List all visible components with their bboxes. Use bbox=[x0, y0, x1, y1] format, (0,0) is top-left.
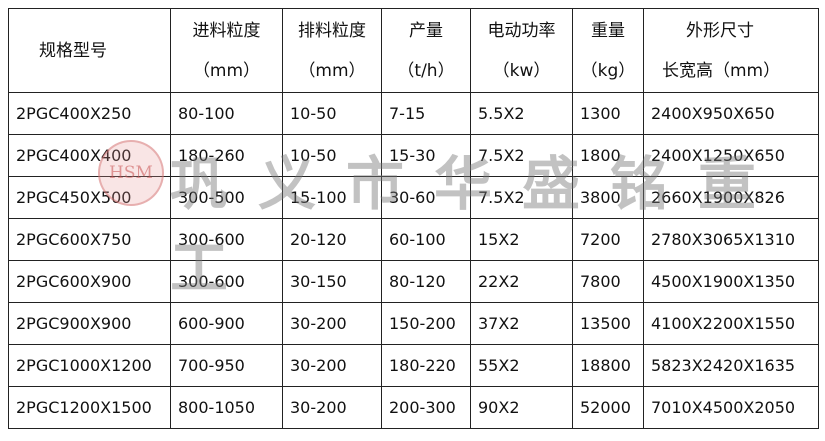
column-header: 重量 （kg） bbox=[572, 8, 644, 93]
table-cell: 2PGC400X400 bbox=[8, 134, 171, 177]
table-cell: 80-120 bbox=[381, 260, 471, 303]
column-header: 电动功率 （kw） bbox=[470, 8, 573, 93]
table-cell: 2400X1250X650 bbox=[643, 134, 819, 177]
column-header: 进料粒度 （mm） bbox=[170, 8, 283, 93]
table-cell: 7.5X2 bbox=[470, 134, 573, 177]
table-cell: 18800 bbox=[572, 344, 644, 387]
table-cell: 15-100 bbox=[282, 176, 382, 219]
table-cell: 37X2 bbox=[470, 302, 573, 345]
table-cell: 22X2 bbox=[470, 260, 573, 303]
table-cell: 4500X1900X1350 bbox=[643, 260, 819, 303]
table-cell: 30-200 bbox=[282, 344, 382, 387]
table-cell: 60-100 bbox=[381, 218, 471, 261]
header-line2: （kg） bbox=[580, 60, 636, 81]
table-cell: 30-200 bbox=[282, 302, 382, 345]
table-cell: 30-200 bbox=[282, 386, 382, 429]
table-cell: 300-600 bbox=[170, 260, 283, 303]
table-row: 2PGC1200X1500 800-1050 30-200 200-300 90X2 52… bbox=[8, 386, 819, 429]
header-line1: 排料粒度 bbox=[298, 20, 366, 41]
table-cell: 2PGC450X500 bbox=[8, 176, 171, 219]
table-cell: 2PGC900X900 bbox=[8, 302, 171, 345]
table-cell: 150-200 bbox=[381, 302, 471, 345]
table-cell: 5823X2420X1635 bbox=[643, 344, 819, 387]
table-cell: 2PGC1000X1200 bbox=[8, 344, 171, 387]
column-header: 产量 （t/h） bbox=[381, 8, 471, 93]
table-row: 2PGC450X500 300-500 15-100 30-60 7.5X2 3800 26… bbox=[8, 176, 819, 219]
column-header: 排料粒度 （mm） bbox=[282, 8, 382, 93]
table-cell: 2400X950X650 bbox=[643, 92, 819, 135]
table-cell: 7.5X2 bbox=[470, 176, 573, 219]
table-cell: 30-150 bbox=[282, 260, 382, 303]
table-cell: 7010X4500X2050 bbox=[643, 386, 819, 429]
table-cell: 2780X3065X1310 bbox=[643, 218, 819, 261]
table-cell: 13500 bbox=[572, 302, 644, 345]
table-cell: 1300 bbox=[572, 92, 644, 135]
header-line2: （mm） bbox=[298, 60, 366, 81]
table-cell: 52000 bbox=[572, 386, 644, 429]
table-cell: 2660X1900X826 bbox=[643, 176, 819, 219]
header-line2: （kw） bbox=[492, 60, 551, 81]
header-label: 规格型号 bbox=[39, 40, 107, 61]
spec-table: 规格型号 进料粒度 （mm） 排料粒度 （mm） 产量 （t/h） 电动功率 （kw） 重量 （kg… bbox=[8, 8, 819, 429]
table-cell: 20-120 bbox=[282, 218, 382, 261]
table-cell: 300-500 bbox=[170, 176, 283, 219]
table-cell: 1800 bbox=[572, 134, 644, 177]
table-cell: 15-30 bbox=[381, 134, 471, 177]
table-cell: 55X2 bbox=[470, 344, 573, 387]
table-cell: 80-100 bbox=[170, 92, 283, 135]
column-header: 规格型号 bbox=[8, 8, 171, 93]
table-row: 2PGC600X900 300-600 30-150 80-120 22X2 7800 45… bbox=[8, 260, 819, 303]
header-line1: 重量 bbox=[591, 20, 625, 41]
table-cell: 180-260 bbox=[170, 134, 283, 177]
header-line2: （mm） bbox=[192, 60, 261, 81]
table-cell: 5.5X2 bbox=[470, 92, 573, 135]
table-cell: 15X2 bbox=[470, 218, 573, 261]
table-cell: 800-1050 bbox=[170, 386, 283, 429]
table-cell: 2PGC400X250 bbox=[8, 92, 171, 135]
table-row: 2PGC400X250 80-100 10-50 7-15 5.5X2 1300 2400X… bbox=[8, 92, 819, 135]
table-cell: 2PGC600X900 bbox=[8, 260, 171, 303]
table-cell: 10-50 bbox=[282, 92, 382, 135]
table-cell: 2PGC1200X1500 bbox=[8, 386, 171, 429]
header-line1: 进料粒度 bbox=[192, 20, 261, 41]
table-cell: 7-15 bbox=[381, 92, 471, 135]
table-cell: 700-950 bbox=[170, 344, 283, 387]
table-cell: 300-600 bbox=[170, 218, 283, 261]
table-cell: 600-900 bbox=[170, 302, 283, 345]
column-header: 外形尺寸长宽高（mm） bbox=[643, 8, 819, 93]
table-cell: 3800 bbox=[572, 176, 644, 219]
table-cell: 30-60 bbox=[381, 176, 471, 219]
table-row: 2PGC600X750 300-600 20-120 60-100 15X2 7200 27… bbox=[8, 218, 819, 261]
header-line1: 电动功率 bbox=[487, 20, 556, 41]
header-line2: （t/h） bbox=[397, 60, 455, 81]
table-row: 2PGC900X900 600-900 30-200 150-200 37X2 13500… bbox=[8, 302, 819, 345]
table-cell: 7200 bbox=[572, 218, 644, 261]
table-cell: 4100X2200X1550 bbox=[643, 302, 819, 345]
header-line2: 长宽高（mm） bbox=[662, 60, 781, 81]
table-cell: 10-50 bbox=[282, 134, 382, 177]
header-row: 规格型号 进料粒度 （mm） 排料粒度 （mm） 产量 （t/h） 电动功率 （kw） 重量 （kg… bbox=[8, 8, 819, 93]
table-cell: 2PGC600X750 bbox=[8, 218, 171, 261]
table-cell: 200-300 bbox=[381, 386, 471, 429]
table-cell: 90X2 bbox=[470, 386, 573, 429]
table-cell: 7800 bbox=[572, 260, 644, 303]
table-cell: 180-220 bbox=[381, 344, 471, 387]
header-line1: 产量 bbox=[409, 20, 443, 41]
table-row: 2PGC1000X1200 700-950 30-200 180-220 55X2 188… bbox=[8, 344, 819, 387]
table-row: 2PGC400X400 180-260 10-50 15-30 7.5X2 1800 240… bbox=[8, 134, 819, 177]
header-line1: 外形尺寸 bbox=[686, 20, 754, 41]
